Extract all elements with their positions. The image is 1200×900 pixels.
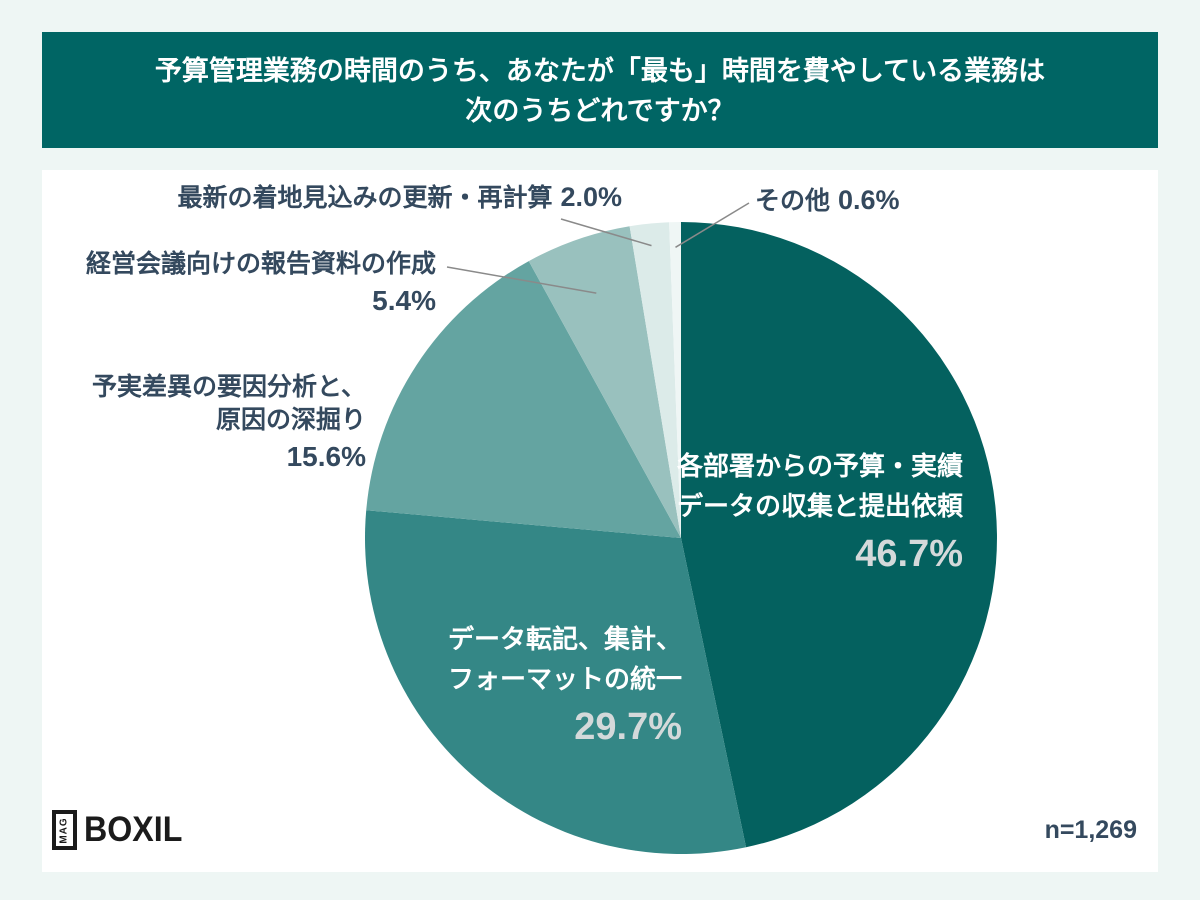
- label-meeting-docs-pct: 5.4%: [372, 285, 436, 316]
- label-data-collection: 各部署からの予算・実績 データの収集と提出依頼 46.7%: [677, 446, 963, 574]
- label-other-pct: 0.6%: [838, 185, 900, 215]
- label-data-transfer: データ転記、集計、 フォーマットの統一 29.7%: [448, 619, 682, 747]
- chart-title-line1: 予算管理業務の時間のうち、あなたが「最も」時間を費やしている業務は: [154, 56, 1046, 86]
- chart-title: 予算管理業務の時間のうち、あなたが「最も」時間を費やしている業務は 次のうちどれ…: [42, 32, 1158, 148]
- label-variance-analysis-line1: 予実差異の要因分析と、: [91, 373, 366, 401]
- label-forecast-update: 最新の着地見込みの更新・再計算 2.0%: [177, 181, 622, 215]
- chart-title-line2: 次のうちどれですか？: [465, 96, 735, 126]
- label-other: その他 0.6%: [755, 184, 900, 218]
- label-data-transfer-pct: 29.7%: [574, 706, 682, 748]
- label-meeting-docs: 経営会議向けの報告資料の作成 5.4%: [86, 248, 436, 317]
- label-data-transfer-line2: フォーマットの統一: [447, 664, 682, 694]
- label-variance-analysis-pct: 15.6%: [286, 441, 366, 472]
- mag-logo-icon: MAG: [52, 810, 77, 850]
- label-variance-analysis: 予実差異の要因分析と、 原因の深掘り 15.6%: [92, 371, 366, 473]
- label-data-collection-pct: 46.7%: [855, 533, 963, 575]
- mag-logo-text: MAG: [59, 816, 70, 844]
- label-meeting-docs-text: 経営会議向けの報告資料の作成: [85, 250, 436, 278]
- label-forecast-update-pct: 2.0%: [560, 182, 622, 212]
- label-data-collection-line1: 各部署からの予算・実績: [676, 451, 963, 481]
- boxil-logo-text: BOXIL: [84, 810, 183, 849]
- label-forecast-update-text: 最新の着地見込みの更新・再計算: [177, 184, 553, 212]
- boxil-mag-logo: MAG BOXIL: [52, 810, 191, 850]
- label-other-text: その他: [755, 187, 831, 215]
- label-data-collection-line2: データの収集と提出依頼: [676, 491, 963, 521]
- sample-size-label: n=1,269: [1044, 816, 1137, 844]
- label-data-transfer-line1: データ転記、集計、: [447, 624, 682, 654]
- label-variance-analysis-line2: 原因の深掘り: [215, 406, 366, 434]
